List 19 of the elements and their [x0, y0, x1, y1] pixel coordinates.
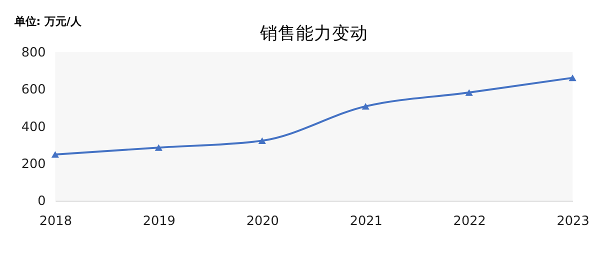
y-tick-label: 800: [21, 45, 46, 60]
x-tick-label: 2021: [350, 214, 382, 229]
point: [51, 151, 60, 158]
x-tick-label: 2020: [246, 214, 279, 229]
x-tick-label: 2019: [142, 214, 176, 229]
y-tick-label: 600: [21, 82, 46, 98]
y-tick-label: 400: [21, 120, 46, 135]
point: [258, 137, 266, 144]
x-tick-label: 2023: [556, 214, 590, 229]
y-tick-label: 200: [21, 157, 46, 172]
x-tick-label: 2022: [453, 214, 486, 229]
y-tick-label: 0: [38, 194, 46, 210]
point: [154, 144, 162, 151]
chart-title: 销售能力变动: [258, 23, 368, 44]
x-tick-label: 2018: [39, 214, 72, 229]
point: [362, 102, 370, 110]
point: [465, 89, 473, 96]
y-axis-title: 单位: 万元/人: [13, 14, 82, 28]
point: [568, 74, 576, 82]
